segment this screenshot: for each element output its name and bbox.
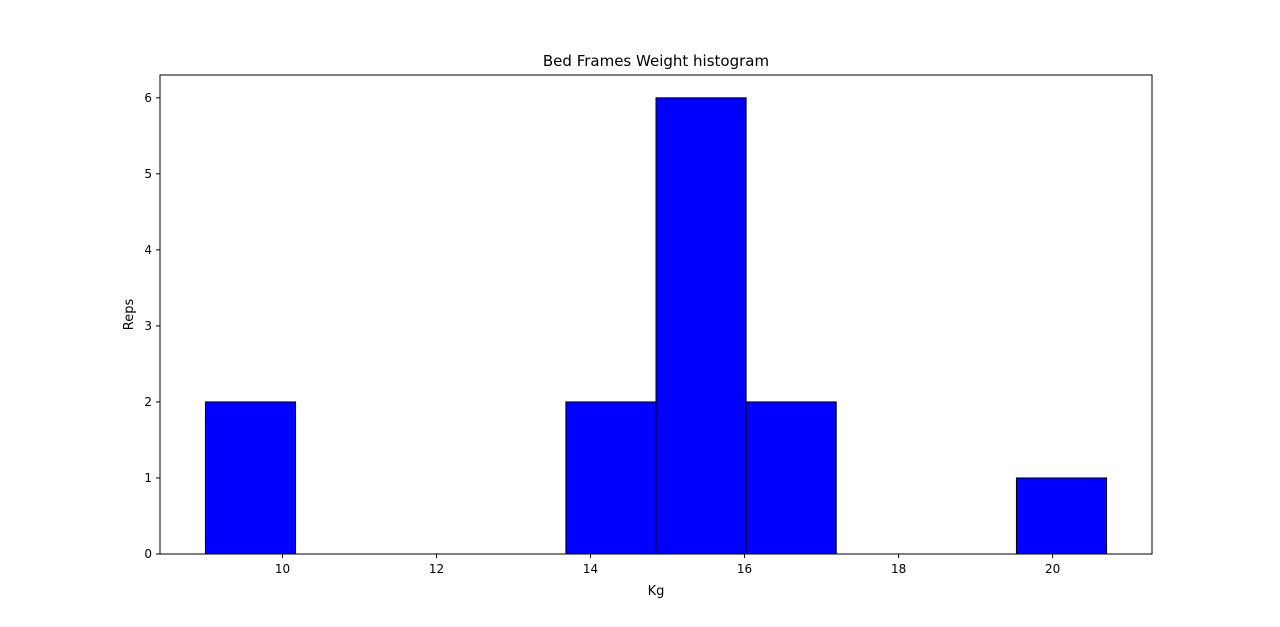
y-tick-label: 0	[144, 547, 152, 561]
y-axis-ticks: 0 1 2 3 4 5 6	[144, 91, 160, 561]
x-tick-label: 10	[275, 562, 290, 576]
histogram-bar-9	[1015, 477, 1108, 555]
histogram-bar-4	[565, 401, 657, 555]
x-tick-label: 14	[583, 562, 598, 576]
x-tick-label: 20	[1045, 562, 1060, 576]
plot-frame	[159, 74, 1153, 555]
x-axis-label: Kg	[648, 584, 665, 599]
x-tick-label: 16	[737, 562, 752, 576]
x-axis-ticks: 10 12 14 16 18 20	[275, 554, 1060, 576]
histogram-bar-6	[745, 401, 837, 555]
y-tick-label: 1	[144, 471, 152, 485]
y-tick-label: 6	[144, 91, 152, 105]
bars-layer	[204, 97, 1108, 555]
y-tick-label: 5	[144, 167, 152, 181]
x-tick-label: 12	[429, 562, 444, 576]
histogram-bar-5	[655, 97, 747, 555]
y-tick-label: 4	[144, 243, 152, 257]
x-tick-label: 18	[891, 562, 906, 576]
histogram-bar-0	[204, 401, 297, 555]
y-tick-label: 2	[144, 395, 152, 409]
chart-title: Bed Frames Weight histogram	[543, 52, 769, 70]
y-tick-label: 3	[144, 319, 152, 333]
y-axis-label: Reps	[122, 299, 137, 331]
